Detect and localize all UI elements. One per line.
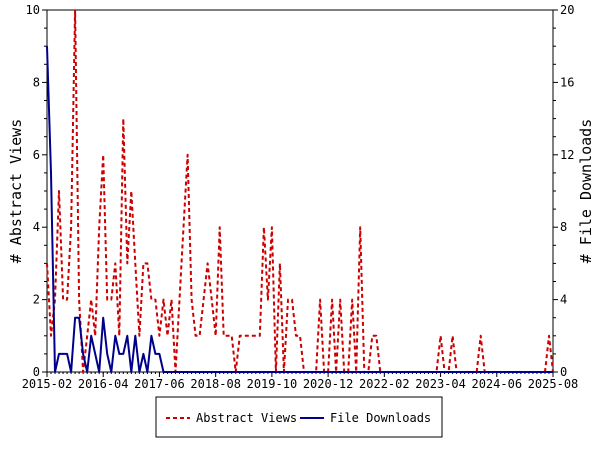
- y-tick-label: 4: [33, 220, 40, 234]
- series-layer: [46, 9, 554, 373]
- series-line-file-downloads: [46, 46, 553, 373]
- x-tick-label: 2025-08: [528, 377, 579, 391]
- y2-tick-label: 4: [560, 293, 567, 307]
- y2-tick-label: 12: [560, 148, 574, 162]
- x-tick-label: 2024-06: [471, 377, 522, 391]
- x-tick-label: 2016-04: [78, 377, 129, 391]
- y-tick-label: 8: [33, 75, 40, 89]
- series-line-abstract-views: [46, 9, 554, 373]
- legend: Abstract Views File Downloads: [155, 396, 443, 438]
- y-tick-label: 2: [33, 293, 40, 307]
- y2-tick-label: 16: [560, 75, 574, 89]
- legend-label: Abstract Views: [196, 411, 297, 425]
- y2-tick-label: 20: [560, 3, 574, 17]
- y-axis-title: # Abstract Views: [7, 119, 25, 264]
- x-tick-label: 2017-06: [134, 377, 185, 391]
- legend-box: [155, 396, 443, 438]
- x-tick-label: 2020-12: [303, 377, 354, 391]
- x-tick-label: 2022-02: [359, 377, 410, 391]
- y2-tick-label: 0: [560, 365, 567, 379]
- x-tick-label: 2019-10: [247, 377, 298, 391]
- y-tick-label: 6: [33, 148, 40, 162]
- x-tick-label: 2023-04: [415, 377, 466, 391]
- y2-axis-title: # File Downloads: [577, 119, 595, 264]
- x-tick-label: 2015-02: [22, 377, 73, 391]
- y2-tick-label: 8: [560, 220, 567, 234]
- x-tick-label: 2018-08: [190, 377, 241, 391]
- legend-label: File Downloads: [330, 411, 431, 425]
- y-tick-label: 10: [26, 3, 40, 17]
- y-tick-label: 0: [33, 365, 40, 379]
